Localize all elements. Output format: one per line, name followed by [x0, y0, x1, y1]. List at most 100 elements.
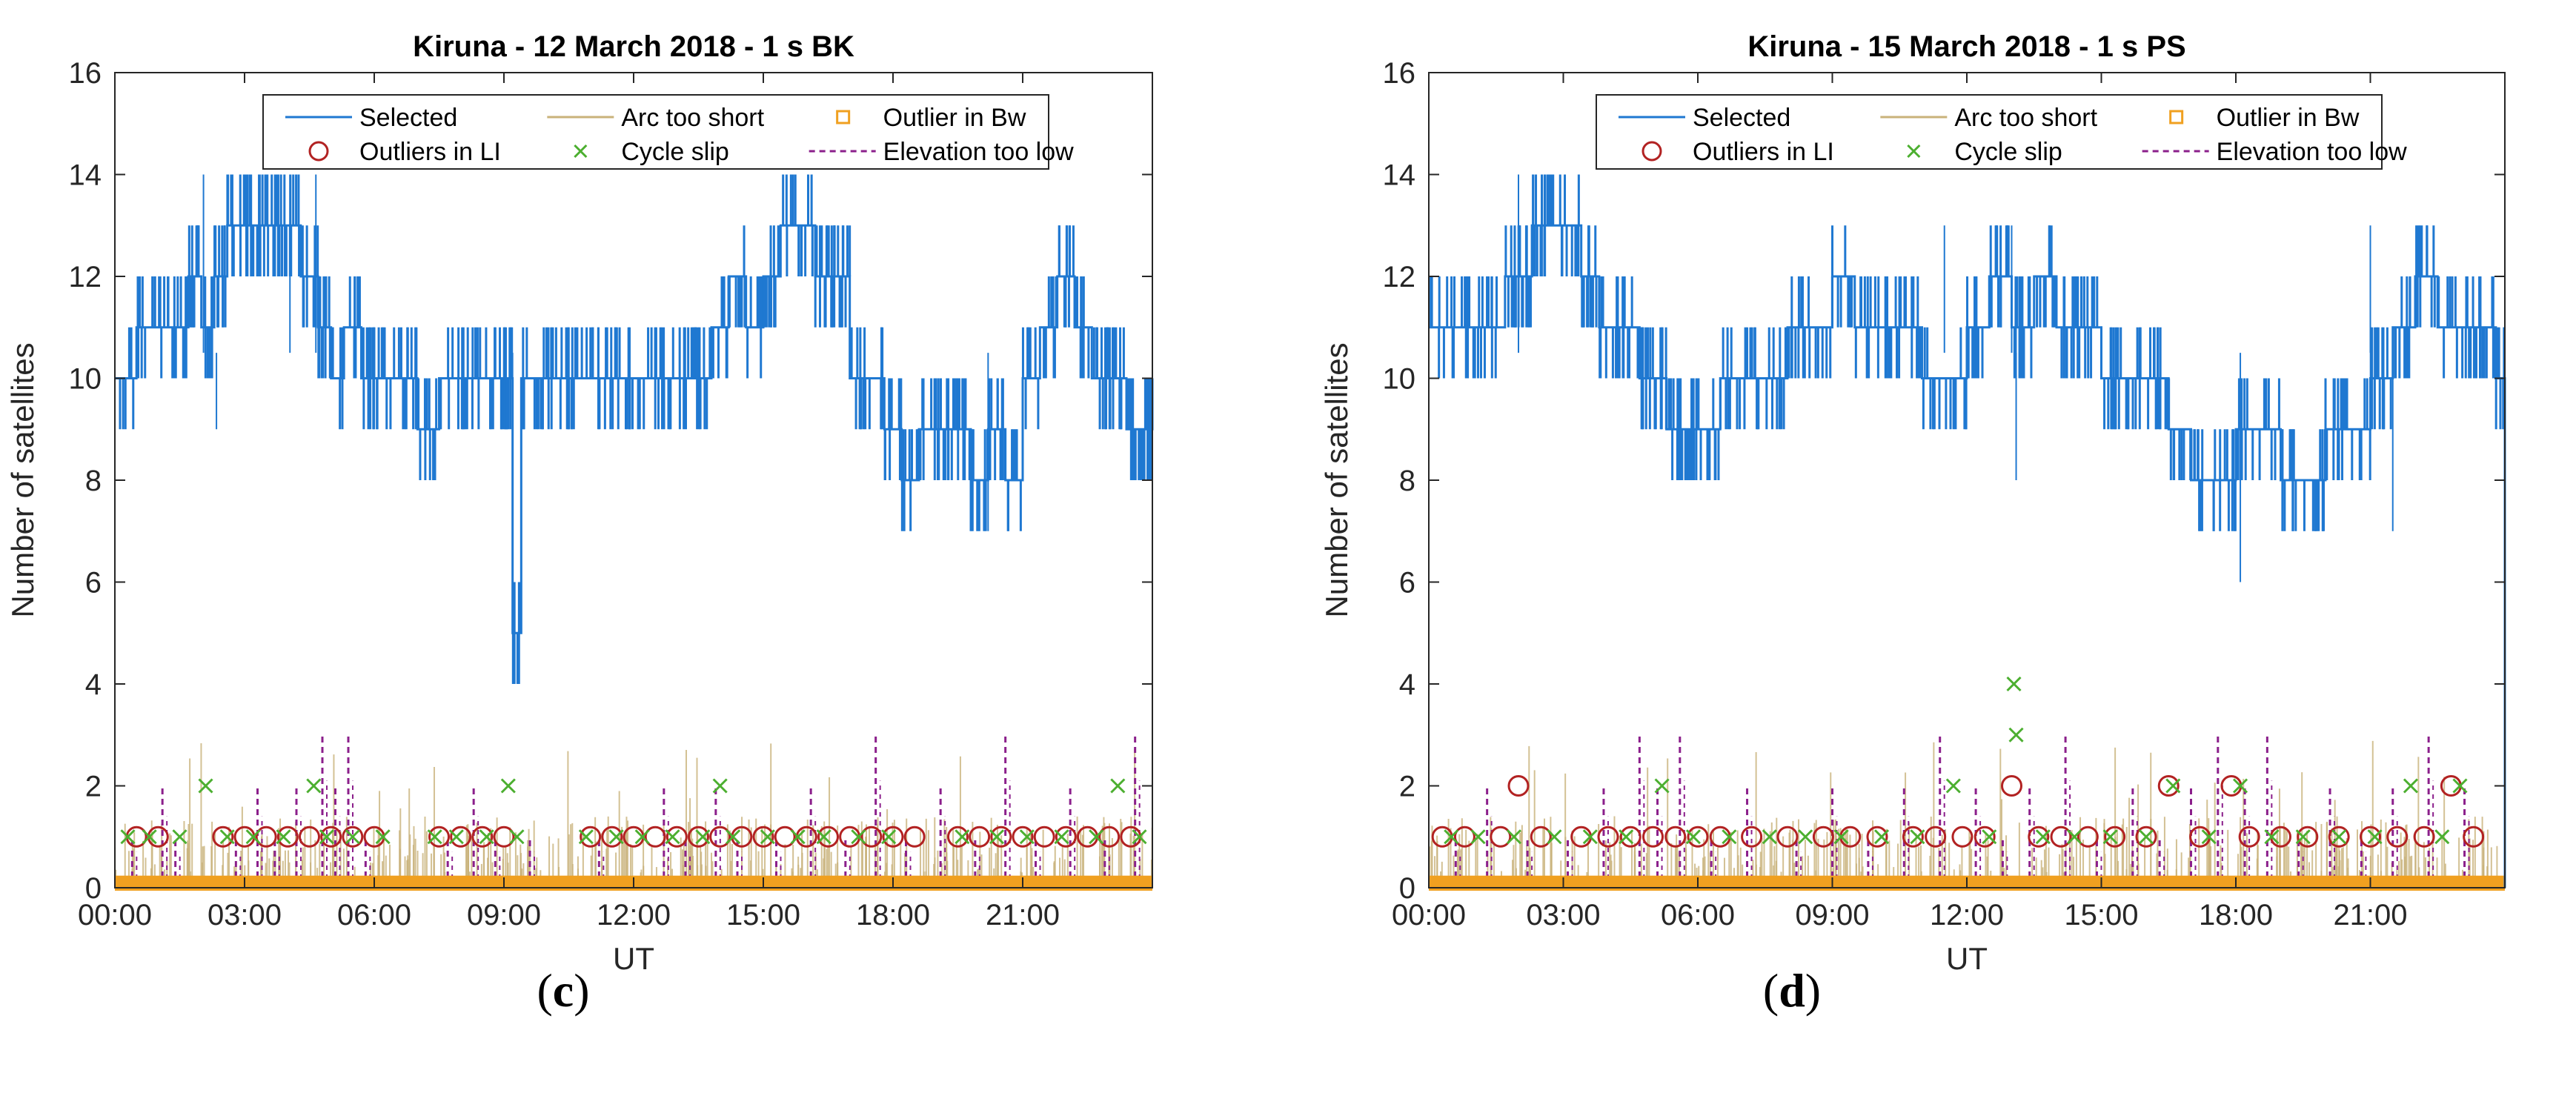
x-tick-label: 06:00: [1661, 899, 1735, 931]
cycle-slip-marker: [851, 829, 866, 845]
outliers-in-li-marker: [2413, 825, 2435, 848]
outliers-in-li-marker: [774, 825, 796, 848]
legend-label: Cycle slip: [1954, 138, 2062, 166]
chart-title: Kiruna - 15 March 2018 - 1 s PS: [1747, 30, 2185, 63]
outliers-in-li-marker: [428, 825, 450, 848]
legend-item: Elevation too low: [2142, 138, 2407, 166]
cycle-slip-marker: [955, 829, 970, 845]
cycle-slip-marker: [712, 778, 728, 794]
x-axis-label: UT: [1946, 941, 1988, 976]
legend-item: Arc too short: [1880, 104, 2098, 132]
outliers-in-li-marker: [2028, 825, 2050, 848]
chart-panel-c: 0 2 4 6 8 10 12 14 16 00:00 03:00 06:00 09:00 12:00 15…: [5, 30, 1154, 1017]
legend-item: Outlier in Bw: [2169, 104, 2360, 132]
outliers-in-li-marker: [212, 825, 234, 848]
legend-label: Arc too short: [1954, 104, 2097, 132]
legend-item: Outlier in Bw: [836, 104, 1026, 132]
x-tick-label: 06:00: [337, 899, 411, 931]
cycle-slip-marker: [790, 829, 806, 845]
legend-swatch-outliers-in-li: [1641, 141, 1662, 162]
cycle-slip-marker: [695, 829, 711, 845]
x-tick-label: 18:00: [2199, 899, 2273, 931]
cycle-slip-marker: [2006, 676, 2022, 692]
outliers-in-li-marker: [1687, 825, 1709, 848]
y-tick-label: 4: [85, 668, 102, 701]
x-tick-label: 00:00: [78, 899, 152, 931]
cycle-slip-marker: [306, 778, 322, 794]
cycle-slip-marker: [1444, 829, 1459, 845]
cycle-slip-marker: [276, 829, 291, 845]
outliers-in-li-marker: [1033, 825, 1055, 848]
cycle-slip-marker: [1582, 829, 1598, 845]
outliers-in-li-marker: [2386, 825, 2409, 848]
cycle-slip-markers: [120, 778, 1147, 845]
outliers-in-li-marker: [1866, 825, 1888, 848]
y-tick-label: 12: [69, 261, 102, 293]
cycle-slip-marker: [2264, 829, 2280, 845]
cycle-slip-marker: [2102, 829, 2118, 845]
outliers-in-li-marker: [1507, 775, 1530, 797]
outliers-in-li-marker: [1453, 825, 1475, 848]
y-tick-label: 10: [1383, 363, 1416, 396]
cycle-slip-marker: [1619, 829, 1634, 845]
cycle-slip-marker: [1685, 829, 1702, 845]
legend-swatch-cycle-slip: [1907, 144, 1921, 159]
caption-d: (d): [1762, 964, 1822, 1017]
x-tick-label: 15:00: [726, 899, 800, 931]
cycle-slip-marker: [2165, 778, 2181, 794]
outliers-in-li-marker: [493, 825, 515, 848]
cycle-slip-marker: [1945, 778, 1961, 794]
legend-item: Arc too short: [547, 104, 765, 132]
outliers-in-li-marker: [342, 825, 364, 848]
legend-item: Cycle slip: [1907, 138, 2062, 166]
cycle-slip-marker: [198, 778, 213, 794]
outliers-in-li-marker: [320, 825, 342, 848]
cycle-slip-marker: [1722, 829, 1737, 845]
outliers-in-li-marker: [990, 825, 1012, 848]
cycle-slip-marker: [726, 829, 741, 845]
x-tick-label: 09:00: [467, 899, 541, 931]
cycle-slip-marker: [1654, 778, 1670, 794]
chart-d: 0 2 4 6 8 10 12 14 16 00:00 03:00 06:00 09:00 12:00 15…: [1319, 30, 2506, 976]
legend-box: [262, 94, 1049, 170]
outliers-in-li-marker: [1664, 825, 1687, 848]
outliers-in-li-marker: [1951, 825, 1974, 848]
outliers-in-li-marker: [709, 825, 731, 848]
chart-c: 0 2 4 6 8 10 12 14 16 00:00 03:00 06:00 09:00 12:00 15…: [5, 30, 1154, 976]
cycle-slip-marker: [427, 829, 442, 845]
cycle-slip-marker: [172, 829, 187, 845]
cycle-slip-marker: [142, 829, 157, 845]
outliers-in-li-marker: [276, 825, 299, 848]
cycle-slip-marker: [509, 829, 525, 845]
cycle-slip-marker: [1910, 829, 1925, 845]
y-tick-label: 2: [85, 771, 102, 803]
legend-label: Selected: [1693, 104, 1790, 132]
legend-label: Selected: [359, 104, 457, 132]
outliers-in-li-marker: [2135, 825, 2157, 848]
cycle-slip-marker: [2434, 829, 2450, 845]
cycle-slip-marker: [375, 829, 391, 845]
legend-swatch-cycle-slip: [574, 144, 588, 159]
legend-label: Outlier in Bw: [2217, 104, 2360, 132]
cycle-slip-marker: [2232, 778, 2248, 794]
legend-item: Outliers in LI: [1641, 138, 1834, 166]
x-tick-label: 12:00: [597, 899, 671, 931]
cycle-slip-marker: [816, 829, 831, 845]
legend-label: Outliers in LI: [1693, 138, 1834, 166]
outliers-in-li-marker: [601, 825, 623, 848]
outliers-in-li-marker: [255, 825, 277, 848]
outliers-in-li-marker: [2297, 825, 2319, 848]
caption-letter-c: c: [552, 964, 574, 1017]
cycle-slip-marker: [2067, 829, 2082, 845]
y-tick-label: 6: [85, 567, 102, 599]
cycle-slip-marker: [2367, 829, 2383, 845]
outliers-in-li-marker: [2463, 825, 2485, 848]
y-ticks: 0 2 4 6 8 10 12 14 16: [1383, 57, 2505, 905]
plot-area: [115, 73, 1152, 888]
selected-series: [115, 174, 1154, 684]
cycle-slip-marker: [1132, 829, 1147, 845]
legend-item: Elevation too low: [809, 138, 1074, 166]
outliers-in-li-marker: [1776, 825, 1799, 848]
outliers-in-li-marker: [860, 825, 883, 848]
outliers-in-li-marker: [817, 825, 839, 848]
